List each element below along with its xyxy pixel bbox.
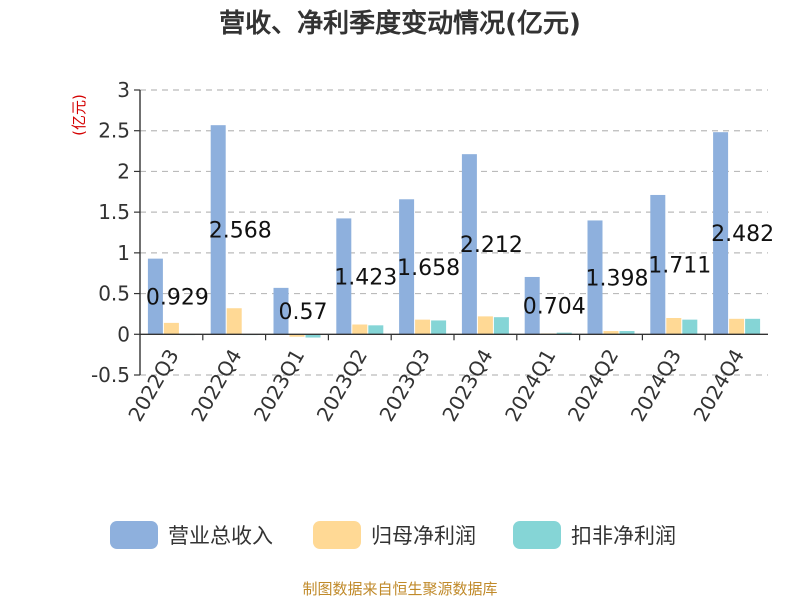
data-label: 0.57 [279, 300, 328, 325]
bar-revenue [650, 194, 666, 335]
axes [134, 89, 768, 376]
x-tick-label: 2023Q1 [249, 345, 309, 426]
bar-net-profit [666, 318, 682, 335]
x-tick-label: 2024Q1 [500, 345, 560, 426]
data-label: 2.568 [209, 219, 272, 244]
bar-revenue [147, 258, 163, 335]
y-tick-label: 2.5 [98, 119, 130, 143]
bar-net-profit [415, 319, 431, 335]
legend-label: 扣非净利润 [571, 524, 676, 548]
bar-net-profit [352, 324, 368, 335]
data-label: 0.929 [146, 285, 209, 310]
bar-net-profit [477, 316, 493, 335]
legend-swatch [513, 521, 561, 549]
bar-deducted-net-profit [431, 320, 447, 335]
bar-net-profit [289, 334, 305, 337]
bar-revenue [461, 154, 477, 335]
legend-label: 营业总收入 [168, 524, 273, 548]
bar-revenue [210, 125, 226, 335]
legend-swatch [313, 521, 361, 549]
y-tick-label: -0.5 [91, 363, 130, 387]
y-ticks: -0.5 0 0.5 1 1.5 2 2.5 3 [91, 78, 130, 387]
chart-title: 营收、净利季度变动情况(亿元) [219, 8, 581, 39]
x-tick-label: 2022Q4 [186, 345, 246, 426]
y-axis-label: (亿元) [70, 94, 88, 136]
y-tick-label: 1 [117, 241, 130, 265]
legend-swatch [110, 521, 158, 549]
bar-net-profit [729, 318, 745, 335]
legend-label: 归母净利润 [371, 524, 476, 548]
x-tick-label: 2024Q3 [626, 345, 686, 426]
y-tick-label: 2 [117, 159, 130, 183]
x-tick-label: 2023Q4 [437, 345, 497, 426]
x-tick-label: 2024Q2 [563, 345, 623, 426]
bar-deducted-net-profit [493, 317, 509, 335]
bar-deducted-net-profit [745, 318, 761, 335]
data-label: 2.212 [460, 233, 523, 258]
bar-revenue [713, 132, 729, 335]
y-tick-label: 1.5 [98, 200, 130, 224]
data-label: 1.423 [334, 265, 397, 290]
data-label: 1.711 [648, 254, 711, 279]
bar-deducted-net-profit [619, 331, 635, 335]
bar-revenue [587, 220, 603, 335]
bar-net-profit [603, 331, 619, 335]
gridlines [140, 89, 768, 376]
x-tick-label: 2023Q2 [312, 345, 372, 426]
bar-net-profit [163, 322, 179, 335]
legend: 营业总收入 归母净利润 扣非净利润 [110, 521, 676, 549]
data-label: 0.704 [523, 295, 586, 320]
source-note: 制图数据来自恒生聚源数据库 [302, 580, 497, 598]
x-tick-label: 2024Q4 [688, 345, 748, 426]
bar-deducted-net-profit [305, 334, 321, 338]
bar-net-profit [226, 308, 242, 335]
y-tick-label: 0.5 [98, 282, 130, 306]
y-tick-label: 0 [117, 322, 130, 346]
bar-deducted-net-profit [682, 319, 698, 335]
bar-revenue [399, 199, 415, 335]
x-tick-label: 2023Q3 [374, 345, 434, 426]
bar-deducted-net-profit [556, 332, 572, 335]
x-tick-label: 2022Q3 [123, 345, 183, 426]
bar-revenue [273, 287, 289, 335]
bar-revenue [336, 218, 352, 335]
y-tick-label: 3 [117, 78, 130, 102]
data-label: 1.658 [397, 256, 460, 281]
bar-revenue [524, 276, 540, 335]
data-label: 1.398 [586, 266, 649, 291]
x-ticks: 2022Q3 2022Q4 2023Q1 2023Q2 2023Q3 2023Q4 2024… [123, 345, 749, 426]
bars [147, 125, 761, 338]
data-label: 2.482 [711, 222, 774, 247]
bar-deducted-net-profit [368, 325, 384, 335]
